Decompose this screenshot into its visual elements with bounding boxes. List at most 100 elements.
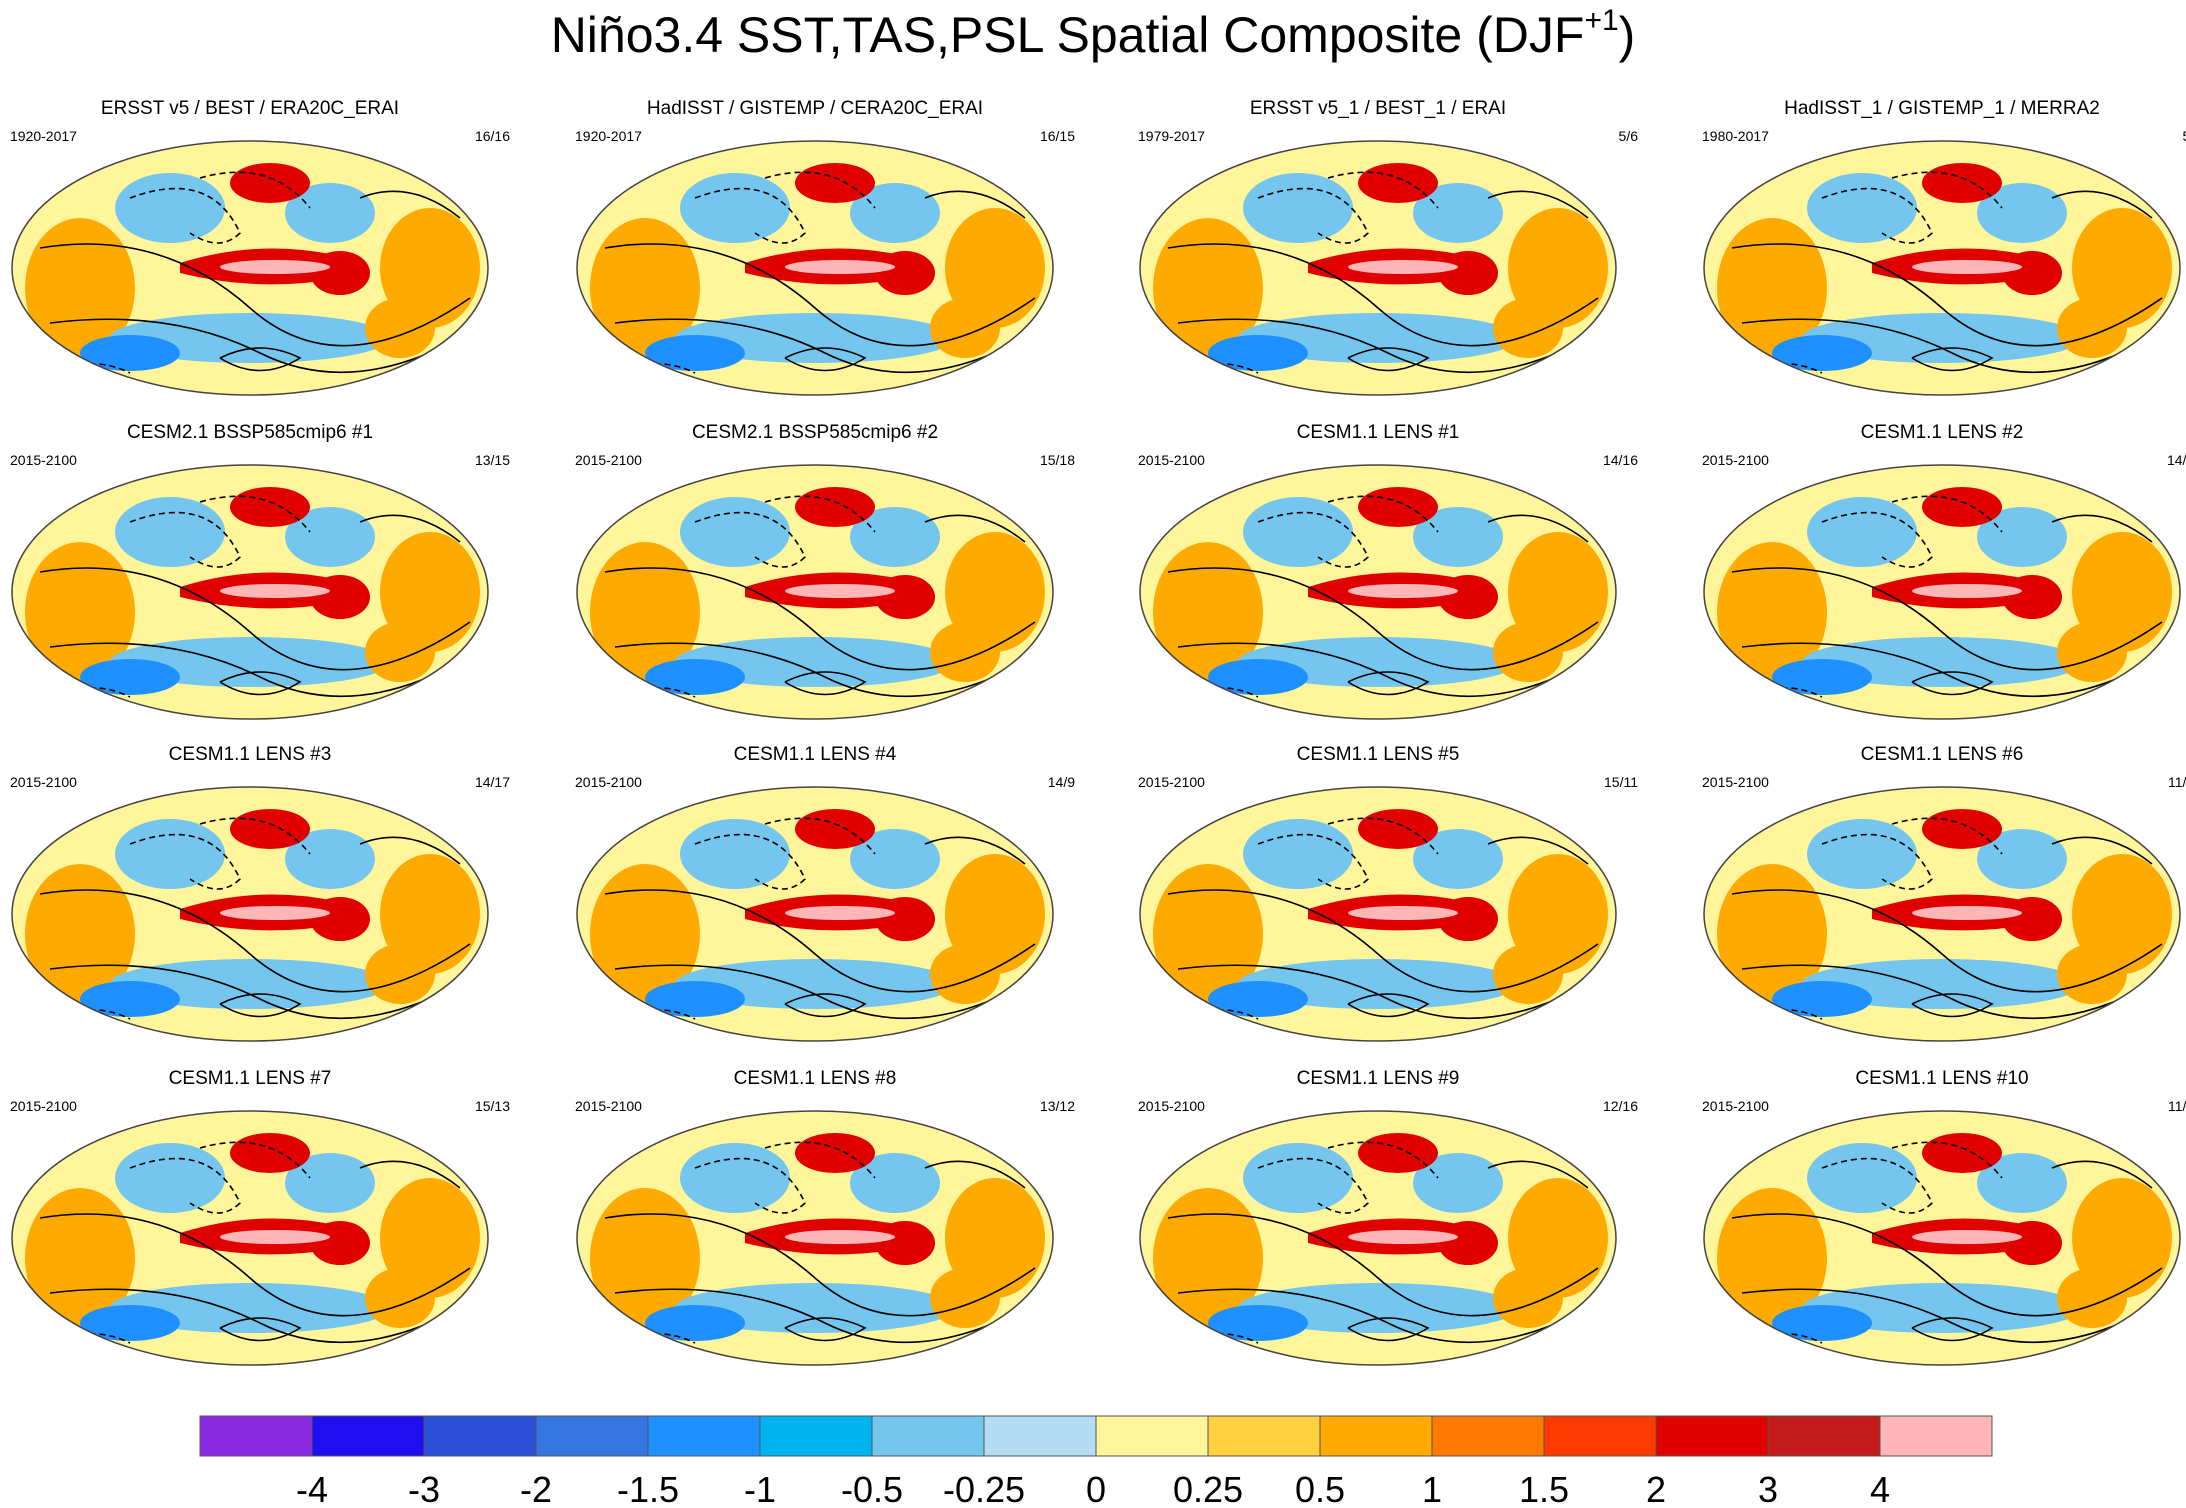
robinson-map bbox=[1703, 1110, 2181, 1366]
anomaly-region bbox=[1493, 298, 1563, 358]
anomaly-region bbox=[850, 183, 940, 243]
anomaly-region bbox=[680, 819, 790, 889]
map-panel: CESM2.1 BSSP585cmip6 #1 2015-2100 13/15 bbox=[0, 422, 560, 752]
psl-contour-negative bbox=[199, 495, 311, 533]
panel-period: 2015-2100 bbox=[1702, 452, 1769, 468]
anomaly-region bbox=[365, 298, 435, 358]
psl-contour-positive bbox=[1177, 1288, 1589, 1343]
map-border bbox=[1139, 786, 1617, 1042]
psl-contour-positive bbox=[1347, 1317, 1430, 1342]
panel-period: 1979-2017 bbox=[1138, 128, 1205, 144]
robinson-map bbox=[1703, 464, 2181, 720]
anomaly-region bbox=[795, 487, 875, 527]
anomaly-region bbox=[1508, 208, 1608, 328]
colorbar-segment bbox=[1879, 1415, 1993, 1457]
colorbar-segment bbox=[1207, 1415, 1321, 1457]
psl-contour-positive bbox=[614, 642, 1026, 697]
anomaly-region bbox=[1772, 1305, 1872, 1341]
panel-period: 1920-2017 bbox=[575, 128, 642, 144]
psl-contour-positive bbox=[604, 567, 1036, 671]
anomaly-region bbox=[1977, 1153, 2067, 1213]
anomaly-region bbox=[2057, 944, 2127, 1004]
psl-contour-positive bbox=[359, 190, 461, 219]
psl-contour-positive bbox=[1487, 836, 1589, 865]
anomaly-region bbox=[115, 173, 225, 243]
psl-contour-negative bbox=[1257, 1157, 1369, 1214]
psl-contour-negative bbox=[129, 1157, 241, 1214]
robinson-map bbox=[1139, 464, 1617, 720]
psl-contour-positive bbox=[1741, 318, 2153, 373]
map-border bbox=[1139, 140, 1617, 396]
anomaly-region bbox=[1493, 1268, 1563, 1328]
anomaly-region bbox=[1977, 507, 2067, 567]
panel-period: 1980-2017 bbox=[1702, 128, 1769, 144]
psl-contour-positive bbox=[784, 993, 867, 1018]
psl-contour-negative bbox=[1891, 495, 2003, 533]
panel-title: CESM1.1 LENS #5 bbox=[1296, 744, 1460, 765]
map-panel: ERSST v5_1 / BEST_1 / ERAI 1979-2017 5/6 bbox=[1128, 98, 1688, 428]
anomaly-region bbox=[645, 1305, 745, 1341]
anomaly-region bbox=[380, 532, 480, 652]
panel-title: ERSST v5 / BEST / ERA20C_ERAI bbox=[100, 98, 400, 119]
psl-contour-negative bbox=[1257, 833, 1369, 890]
nino-core bbox=[1348, 1230, 1458, 1244]
psl-contour-positive bbox=[1347, 671, 1430, 696]
psl-contour-positive bbox=[1911, 671, 1994, 696]
psl-contour-positive bbox=[219, 671, 302, 696]
psl-contour-positive bbox=[784, 671, 867, 696]
panel-period: 2015-2100 bbox=[575, 1098, 642, 1114]
anomaly-region bbox=[1413, 829, 1503, 889]
panel-title: CESM2.1 BSSP585cmip6 #2 bbox=[691, 422, 939, 443]
panel-period: 2015-2100 bbox=[1702, 774, 1769, 790]
map-border bbox=[576, 464, 1054, 720]
figure-title-close: ) bbox=[1618, 7, 1636, 63]
anomaly-region bbox=[1977, 183, 2067, 243]
panel-event-count: 5/6 bbox=[2142, 128, 2186, 144]
anomaly-region bbox=[1243, 1143, 1353, 1213]
map-panel: CESM1.1 LENS #8 2015-2100 13/12 bbox=[565, 1068, 1125, 1398]
anomaly-region bbox=[2072, 532, 2172, 652]
anomaly-region bbox=[2072, 1178, 2172, 1298]
nino-core bbox=[220, 1230, 330, 1244]
anomaly-region bbox=[795, 163, 875, 203]
psl-contour-positive bbox=[49, 642, 461, 697]
map-border bbox=[576, 786, 1054, 1042]
robinson-map bbox=[576, 464, 1054, 720]
panel-period: 2015-2100 bbox=[10, 1098, 77, 1114]
colorbar-tick-label: 0 bbox=[1086, 1469, 1106, 1508]
psl-contour-positive bbox=[39, 243, 471, 347]
psl-contour-negative bbox=[1327, 1141, 1439, 1179]
panel-event-count: 15/18 bbox=[1039, 452, 1075, 468]
nino-core bbox=[785, 906, 895, 920]
psl-contour-positive bbox=[1731, 567, 2163, 671]
anomaly-region bbox=[1807, 1143, 1917, 1213]
psl-contour-positive bbox=[1487, 190, 1589, 219]
psl-contour-positive bbox=[2051, 190, 2153, 219]
anomaly-region bbox=[80, 1305, 180, 1341]
anomaly-region bbox=[285, 507, 375, 567]
psl-contour-positive bbox=[49, 964, 461, 1019]
panel-period: 2015-2100 bbox=[1138, 452, 1205, 468]
anomaly-region bbox=[945, 208, 1045, 328]
map-panel: CESM1.1 LENS #7 2015-2100 15/13 bbox=[0, 1068, 560, 1398]
colorbar-segment bbox=[759, 1415, 873, 1457]
psl-contour-positive bbox=[359, 514, 461, 543]
psl-contour-positive bbox=[924, 836, 1026, 865]
panel-title: CESM1.1 LENS #9 bbox=[1296, 1068, 1460, 1089]
colorbar-tick-label: -1 bbox=[744, 1469, 776, 1508]
anomaly-region bbox=[115, 819, 225, 889]
robinson-map bbox=[1703, 786, 2181, 1042]
panel-event-count: 14/16 bbox=[1602, 452, 1638, 468]
colorbar-tick-label: -2 bbox=[520, 1469, 552, 1508]
anomaly-region bbox=[1208, 335, 1308, 371]
robinson-map bbox=[11, 464, 489, 720]
anomaly-region bbox=[380, 854, 480, 974]
robinson-map bbox=[576, 1110, 1054, 1366]
anomaly-region bbox=[365, 622, 435, 682]
anomaly-region bbox=[850, 829, 940, 889]
robinson-map bbox=[1139, 1110, 1617, 1366]
colorbar-segment bbox=[1319, 1415, 1433, 1457]
psl-contour-positive bbox=[1731, 243, 2163, 347]
psl-contour-negative bbox=[199, 1141, 311, 1179]
psl-contour-positive bbox=[784, 1317, 867, 1342]
